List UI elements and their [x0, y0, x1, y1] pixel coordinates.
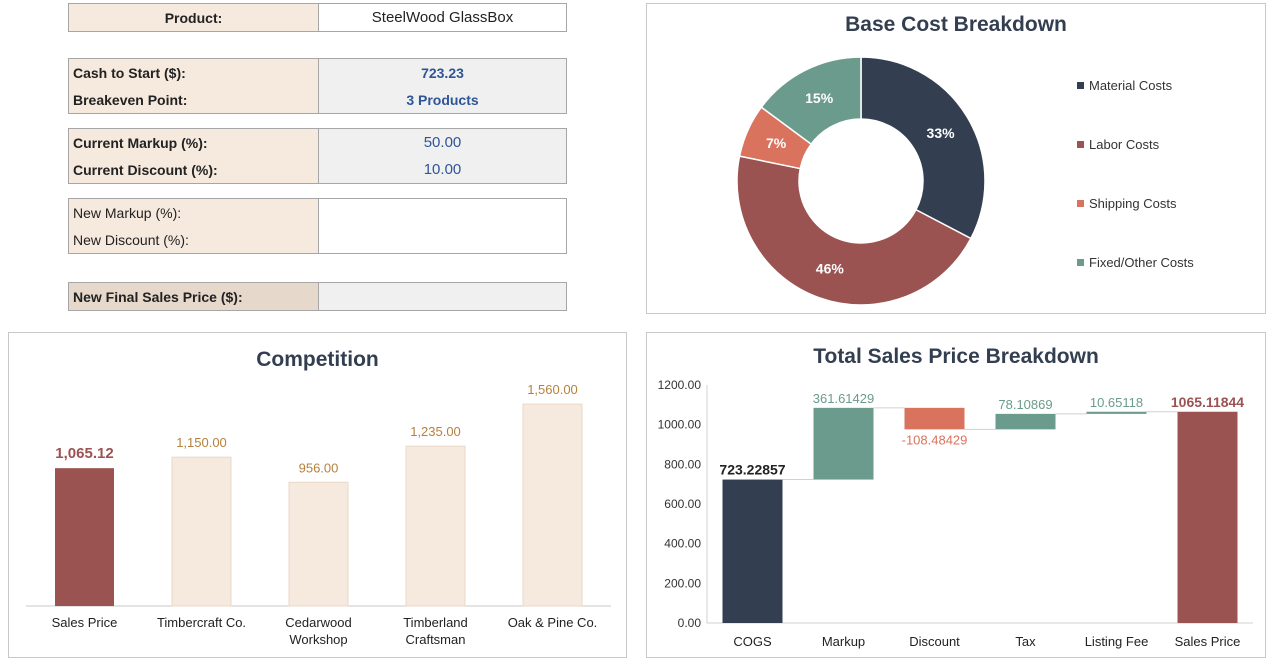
x-tick-label: Tax	[1015, 634, 1036, 649]
waterfall-bar	[1086, 411, 1147, 414]
x-tick-label: COGS	[733, 634, 772, 649]
new-final-price-value	[319, 283, 566, 310]
waterfall-bar	[995, 413, 1056, 430]
new-discount-label: New Discount (%):	[69, 226, 319, 253]
bar-data-label: 78.10869	[998, 397, 1052, 412]
donut-data-label: 46%	[816, 261, 845, 277]
legend-label: Shipping Costs	[1089, 196, 1177, 211]
current-discount-value: 10.00	[319, 156, 566, 183]
y-tick-label: 800.00	[664, 457, 701, 471]
donut-data-label: 15%	[805, 90, 834, 106]
legend-label: Fixed/Other Costs	[1089, 255, 1194, 270]
new-markup-input[interactable]	[319, 199, 566, 226]
legend-label: Material Costs	[1089, 78, 1173, 93]
legend-labor: Labor Costs	[1077, 137, 1159, 152]
waterfall-bar	[722, 479, 783, 623]
current-markup-row: Current Markup (%): 50.00	[68, 128, 567, 157]
donut-data-label: 33%	[927, 125, 956, 141]
legend-swatch	[1077, 259, 1084, 266]
sales-price-panel: Total Sales Price Breakdown 0.00 200.00 40…	[646, 332, 1266, 658]
current-markup-label: Current Markup (%):	[69, 129, 319, 156]
competition-bar-chart: 1,065.12 Sales Price 1,150.00 Timbercraft C…	[26, 382, 611, 647]
cash-to-start-value: 723.23	[319, 59, 566, 86]
x-tick-label: Sales Price	[52, 615, 118, 630]
x-tick-label: Cedarwood	[285, 615, 352, 630]
x-tick-label: Timbercraft Co.	[157, 615, 246, 630]
current-discount-label: Current Discount (%):	[69, 156, 319, 183]
competition-panel: Competition 1,065.12 Sales Price 1,150.00 T…	[8, 332, 627, 658]
current-markup-value: 50.00	[319, 129, 566, 156]
new-final-price-row: New Final Sales Price ($):	[68, 282, 567, 311]
x-tick-label: Markup	[822, 634, 865, 649]
product-value[interactable]: SteelWood GlassBox	[319, 4, 566, 31]
x-tick-label: Sales Price	[1175, 634, 1241, 649]
bar	[171, 456, 232, 607]
legend-swatch	[1077, 200, 1084, 207]
waterfall-bar	[813, 407, 874, 480]
donut-data-label: 7%	[766, 135, 787, 151]
new-discount-row: New Discount (%):	[68, 226, 567, 254]
new-markup-label: New Markup (%):	[69, 199, 319, 226]
x-tick-label: Craftsman	[406, 632, 466, 647]
sales-price-title: Total Sales Price Breakdown	[813, 345, 1099, 368]
bar-data-label: 1,065.12	[55, 445, 113, 462]
y-tick-label: 0.00	[678, 616, 702, 630]
x-tick-label: Discount	[909, 634, 960, 649]
y-tick-label: 400.00	[664, 537, 701, 551]
breakeven-label: Breakeven Point:	[69, 86, 319, 113]
bar	[55, 468, 114, 606]
new-final-price-label: New Final Sales Price ($):	[69, 283, 319, 310]
donut-slice	[760, 56, 862, 146]
bar-data-label: 1,235.00	[410, 424, 461, 439]
breakeven-value: 3 Products	[319, 86, 566, 113]
legend-swatch	[1077, 82, 1084, 89]
x-tick-label: Workshop	[289, 632, 347, 647]
bar-data-label: 956.00	[299, 460, 339, 475]
y-tick-label: 1000.00	[658, 418, 702, 432]
competition-title: Competition	[256, 348, 379, 371]
current-discount-row: Current Discount (%): 10.00	[68, 156, 567, 184]
legend-fixed: Fixed/Other Costs	[1077, 255, 1194, 270]
cash-to-start-label: Cash to Start ($):	[69, 59, 319, 86]
legend-material: Material Costs	[1077, 78, 1172, 93]
cash-to-start-row: Cash to Start ($): 723.23	[68, 58, 567, 87]
y-tick-label: 1200.00	[658, 378, 702, 392]
bar-data-label: 1,560.00	[527, 382, 578, 397]
waterfall-bar	[904, 407, 965, 430]
x-tick-label: Oak & Pine Co.	[508, 615, 598, 630]
legend-swatch	[1077, 141, 1084, 148]
waterfall-bar	[1177, 411, 1238, 623]
bar-data-label: 1,150.00	[176, 435, 227, 450]
y-tick-label: 200.00	[664, 576, 701, 590]
product-label: Product:	[69, 4, 319, 31]
x-tick-label: Listing Fee	[1085, 634, 1149, 649]
base-cost-panel: Base Cost Breakdown 33% 46% 7% 15% Material…	[646, 3, 1266, 314]
sales-price-waterfall-chart: 0.00 200.00 400.00 600.00 800.00 1000.00 1200.…	[658, 378, 1253, 649]
bar	[405, 445, 466, 607]
donut-slice	[860, 56, 986, 240]
legend-shipping: Shipping Costs	[1077, 196, 1176, 211]
base-cost-donut-chart: 33% 46% 7% 15%	[736, 56, 986, 306]
bar	[522, 403, 583, 607]
new-discount-input[interactable]	[319, 226, 566, 253]
breakeven-row: Breakeven Point: 3 Products	[68, 86, 567, 114]
y-tick-label: 600.00	[664, 497, 701, 511]
bar-data-label: 1065.11844	[1171, 394, 1244, 410]
donut-slice	[736, 155, 972, 306]
product-row: Product: SteelWood GlassBox	[68, 3, 567, 32]
x-tick-label: Timberland	[403, 615, 468, 630]
legend-label: Labor Costs	[1089, 137, 1160, 152]
bar-data-label: -108.48429	[902, 432, 968, 447]
base-cost-title: Base Cost Breakdown	[845, 13, 1067, 36]
new-markup-row: New Markup (%):	[68, 198, 567, 227]
bar	[288, 481, 349, 607]
bar-data-label: 361.61429	[813, 391, 874, 406]
bar-data-label: 10.65118	[1090, 395, 1143, 410]
bar-data-label: 723.22857	[719, 462, 785, 478]
